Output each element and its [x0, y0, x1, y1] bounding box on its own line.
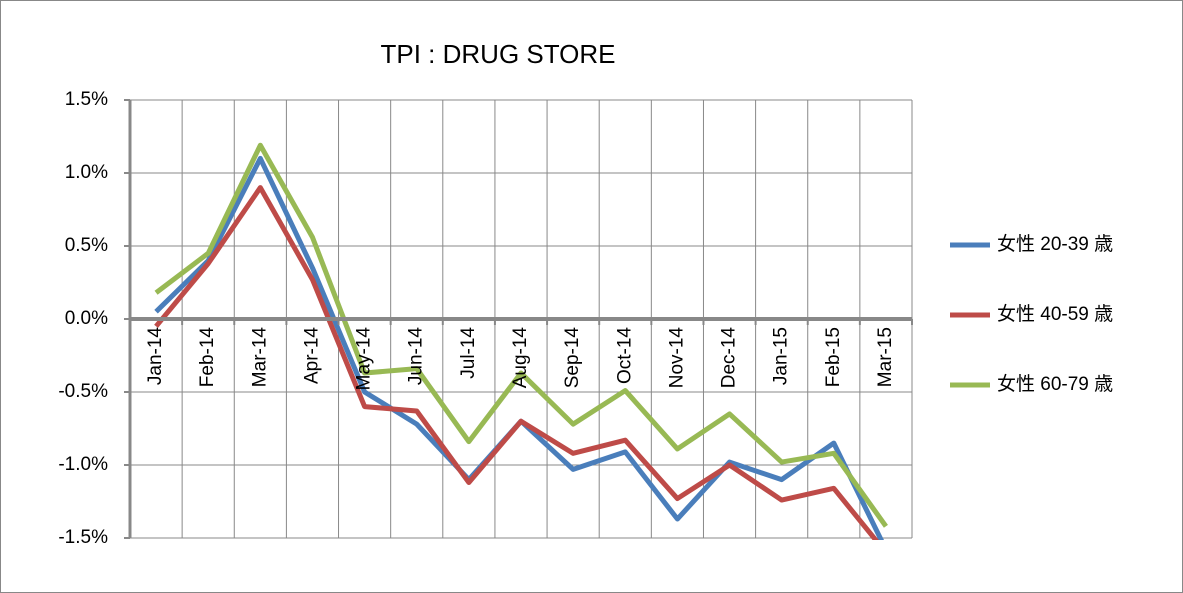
x-tick-label: Dec-14 [719, 327, 740, 389]
x-tick-label: Jan-14 [145, 327, 166, 386]
x-tick-label: Oct-14 [614, 327, 635, 384]
series-line [154, 142, 888, 528]
x-tick-label: Jul-14 [458, 327, 479, 379]
legend-label: 女性 60-79 歳 [997, 373, 1113, 395]
x-tick-label: Feb-14 [197, 327, 218, 388]
y-tick-label: 0.0% [65, 308, 108, 329]
y-tick-label: -1.0% [58, 454, 108, 475]
y-tick-label: -1.5% [58, 527, 108, 548]
legend-label: 女性 20-39 歳 [997, 233, 1113, 255]
y-tick-label: 1.5% [65, 89, 108, 110]
y-tick-label: 0.5% [65, 235, 108, 256]
x-tick-label: Sep-14 [562, 327, 583, 389]
legend-label: 女性 40-59 歳 [997, 303, 1113, 325]
x-tick-label: Nov-14 [666, 327, 687, 389]
chart-title: TPI : DRUG STORE [381, 39, 616, 69]
plot [154, 142, 888, 540]
x-tick-label: Jan-15 [771, 327, 792, 385]
y-tick-label: 1.0% [65, 162, 108, 183]
x-tick-label: Aug-14 [510, 327, 531, 389]
x-tick-label: May-14 [354, 327, 375, 391]
x-tick-label: Feb-15 [823, 327, 844, 387]
y-tick-label: -0.5% [58, 381, 108, 402]
x-tick-label: Jun-14 [406, 327, 427, 386]
x-tick-label: Mar-15 [875, 327, 896, 387]
x-tick-label: Apr-14 [301, 327, 322, 384]
x-tick-label: Mar-14 [249, 327, 270, 388]
series-line [154, 185, 879, 540]
